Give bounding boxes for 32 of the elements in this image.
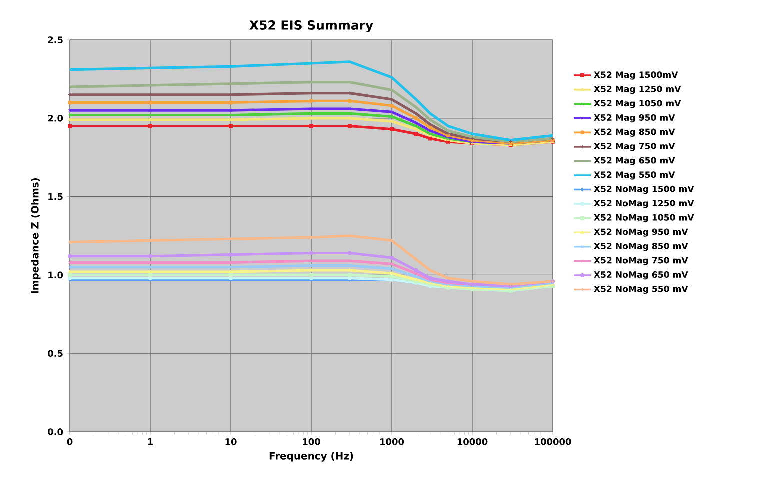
legend-label: X52 NoMag 1250 mV <box>594 200 694 208</box>
chart-title: X52 EIS Summary <box>250 20 374 32</box>
legend-label: X52 Mag 650 mV <box>594 157 676 166</box>
legend-label: X52 Mag 550 mV <box>594 172 676 180</box>
y-tick-label: 2.0 <box>48 115 64 122</box>
legend-label: X52 NoMag 750 mV <box>594 257 688 266</box>
x-tick-label: 1000 <box>380 438 404 446</box>
legend-label: X52 NoMag 550 mV <box>594 286 688 294</box>
y-tick-label: 1.5 <box>48 193 63 200</box>
y-tick-label: 2.5 <box>48 36 63 44</box>
legend-label: X52 NoMag 1500 mV <box>594 186 694 194</box>
legend-label: X52 NoMag 1050 mV <box>594 214 694 223</box>
x-tick-label: 10000 <box>458 438 488 446</box>
x-tick-label: 100000 <box>535 438 572 446</box>
x-tick-label: 0 <box>67 438 73 446</box>
y-tick-label: 1.0 <box>48 272 64 279</box>
legend-label: X52 NoMag 650 mV <box>594 272 688 280</box>
legend-label: X52 NoMag 850 mV <box>594 242 688 252</box>
y-tick-label: 0.5 <box>48 350 63 357</box>
legend-label: X52 Mag 1050 mV <box>594 100 682 108</box>
y-tick-label: 0.0 <box>48 428 64 436</box>
y-axis-title: Impedance Z (Ohms) <box>31 178 41 294</box>
x-tick-label: 10 <box>226 438 237 446</box>
legend-label: X52 Mag 1500mV <box>594 72 678 80</box>
x-axis-title: Frequency (Hz) <box>270 452 354 462</box>
legend-label: X52 NoMag 950 mV <box>594 228 688 237</box>
x-tick-label: 1 <box>148 438 154 446</box>
legend-label: X52 Mag 1250 mV <box>594 86 682 94</box>
legend-label: X52 Mag 950 mV <box>594 114 676 123</box>
legend-label: X52 Mag 750 mV <box>594 143 676 152</box>
x-tick-label: 100 <box>303 438 320 446</box>
legend-label: X52 Mag 850 mV <box>594 128 676 137</box>
